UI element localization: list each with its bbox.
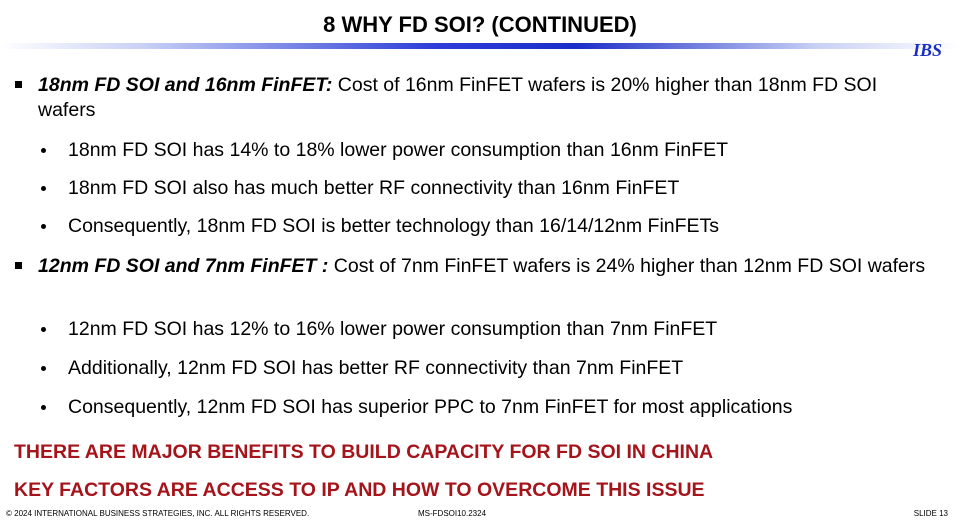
slide-title: 8 WHY FD SOI? (CONTINUED) [323, 12, 637, 37]
sub-bullet: 18nm FD SOI also has much better RF conn… [68, 177, 680, 199]
sub-bullet-marker [41, 366, 46, 371]
bullet-lead: 12nm FD SOI and 7nm FinFET : [38, 255, 329, 277]
sub-bullet: Consequently, 12nm FD SOI has superior P… [68, 396, 793, 418]
sub-bullet-marker [41, 186, 46, 191]
title-rule [0, 43, 960, 49]
sub-bullet-marker [41, 405, 46, 410]
sub-bullet-marker [41, 148, 46, 153]
bullet: 18nm FD SOI and 16nm FinFET: Cost of 16n… [38, 73, 938, 123]
logo: IBS [912, 40, 942, 60]
bullet-marker [15, 262, 22, 269]
footer-slide: SLIDE 13 [913, 509, 948, 518]
bullet-marker [15, 81, 22, 88]
sub-bullet: Additionally, 12nm FD SOI has better RF … [68, 357, 684, 379]
sub-bullet-marker [41, 327, 46, 332]
bullet-text: Cost of 16nm FinFET wafers is 20% higher… [38, 74, 878, 121]
conclusion: THERE ARE MAJOR BENEFITS TO BUILD CAPACI… [14, 441, 714, 463]
footer-code: MS-FDSOI10.2324 [418, 509, 487, 518]
sub-bullet-marker [41, 224, 46, 229]
bullet: 12nm FD SOI and 7nm FinFET : Cost of 7nm… [38, 254, 938, 279]
sub-bullet: 18nm FD SOI has 14% to 18% lower power c… [68, 139, 729, 161]
sub-bullet: Consequently, 18nm FD SOI is better tech… [68, 215, 720, 237]
bullet-lead: 18nm FD SOI and 16nm FinFET: [38, 74, 333, 96]
conclusion: KEY FACTORS ARE ACCESS TO IP AND HOW TO … [14, 479, 705, 501]
sub-bullet: 12nm FD SOI has 12% to 16% lower power c… [68, 318, 718, 340]
bullet-text: Cost of 7nm FinFET wafers is 24% higher … [328, 255, 926, 277]
footer-copyright: © 2024 INTERNATIONAL BUSINESS STRATEGIES… [6, 509, 310, 518]
